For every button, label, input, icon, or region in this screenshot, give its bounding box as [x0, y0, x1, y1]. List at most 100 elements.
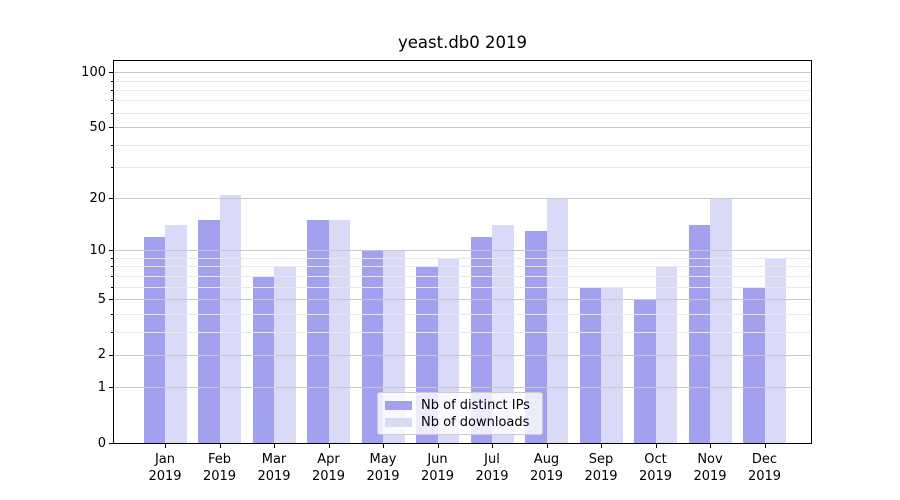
x-tick-label-line: 2019: [148, 469, 182, 484]
x-tick-label-line: Aug: [533, 452, 560, 467]
x-tick-label-line: Nov: [697, 452, 723, 467]
x-tick-label-line: 2019: [693, 469, 727, 484]
bar-ips-sep: [579, 286, 601, 443]
y-gridline-minor-9: [114, 257, 811, 259]
y-gridline-major-50: [114, 127, 811, 129]
x-tick-oct: [655, 444, 657, 448]
y-minor-tick-80: [111, 89, 113, 91]
x-tick-label-line: Dec: [751, 452, 778, 467]
x-tick-label-line: 2019: [366, 469, 400, 484]
y-gridline-major-10: [114, 250, 811, 252]
legend: Nb of distinct IPs Nb of downloads: [377, 392, 543, 435]
x-tick-label-line: May: [369, 452, 397, 467]
x-tick-dec: [764, 444, 766, 448]
x-tick-label-oct: Oct 2019: [621, 451, 691, 485]
y-minor-tick-30: [111, 167, 113, 169]
x-tick-label-line: 2019: [257, 469, 291, 484]
legend-item-distinct-ips: Nb of distinct IPs: [385, 397, 542, 414]
x-tick-label-line: 2019: [202, 469, 237, 484]
y-gridline-minor-4: [114, 313, 811, 315]
y-gridline-major-20: [114, 198, 811, 200]
y-tick-label-2: 2: [97, 347, 106, 363]
y-minor-tick-8: [111, 266, 113, 268]
bar-downloads-apr: [328, 220, 350, 443]
y-tick-label-10: 10: [89, 242, 106, 258]
bar-ips-aug: [525, 230, 547, 443]
bar-downloads-feb: [219, 194, 241, 443]
y-minor-tick-60: [111, 112, 113, 114]
x-tick-apr: [328, 444, 330, 448]
y-gridline-minor-3: [114, 331, 811, 333]
x-tick-nov: [710, 444, 711, 448]
y-minor-tick-90: [111, 80, 113, 82]
x-tick-label-jun: Jun 2019: [403, 451, 473, 485]
x-tick-may: [383, 444, 384, 448]
bar-ips-jul: [470, 236, 492, 443]
y-tick-0: [109, 443, 113, 444]
x-tick-mar: [274, 444, 275, 448]
bar-ips-oct: [634, 299, 656, 443]
legend-label-distinct-ips: Nb of distinct IPs: [421, 398, 530, 413]
x-tick-label-jul: Jul 2019: [457, 451, 527, 485]
bar-ips-nov: [688, 225, 710, 443]
x-tick-jul: [492, 444, 493, 448]
x-tick-label-mar: Mar 2019: [239, 451, 309, 485]
y-minor-tick-9: [111, 257, 113, 259]
y-minor-tick-7: [111, 275, 113, 277]
x-tick-label-feb: Feb 2019: [185, 451, 255, 485]
x-tick-label-line: 2019: [584, 469, 618, 484]
y-gridline-minor-7: [114, 275, 811, 277]
x-tick-feb: [219, 444, 221, 448]
bar-downloads-aug: [546, 198, 568, 443]
y-tick-label-1: 1: [97, 379, 106, 395]
y-tick-100: [109, 72, 113, 74]
x-tick-label-line: 2019: [420, 469, 455, 484]
y-gridline-minor-80: [114, 89, 811, 91]
y-gridline-minor-6: [114, 286, 811, 288]
y-minor-tick-40: [111, 144, 113, 146]
x-tick-jun: [437, 444, 439, 448]
x-tick-label-line: 2019: [529, 469, 564, 484]
y-tick-label-100: 100: [81, 64, 106, 80]
y-tick-label-5: 5: [97, 291, 106, 307]
x-tick-sep: [601, 444, 602, 448]
y-gridline-major-100: [114, 72, 811, 74]
plot-area: [113, 60, 812, 444]
x-tick-label-line: Oct: [644, 452, 667, 467]
bar-ips-apr: [307, 220, 329, 443]
x-tick-label-may: May 2019: [348, 451, 418, 485]
x-tick-label-line: 2019: [475, 469, 509, 484]
bar-downloads-jan: [165, 225, 187, 443]
y-tick-label-0: 0: [97, 435, 106, 451]
y-gridline-minor-90: [114, 80, 811, 82]
x-tick-label-jan: Jan 2019: [130, 451, 200, 485]
legend-swatch-downloads: [385, 418, 412, 427]
y-tick-20: [109, 198, 113, 200]
x-tick-label-line: Jun: [427, 452, 448, 467]
y-minor-tick-70: [111, 100, 113, 102]
y-tick-10: [109, 250, 113, 252]
x-tick-label-line: 2019: [638, 469, 673, 484]
x-tick-label-line: Jul: [484, 452, 500, 467]
x-tick-label-line: Sep: [588, 452, 614, 467]
x-tick-label-dec: Dec 2019: [730, 451, 800, 485]
x-tick-label-sep: Sep 2019: [566, 451, 636, 485]
y-tick-label-20: 20: [89, 190, 106, 206]
bar-downloads-jul: [492, 225, 514, 443]
x-tick-label-line: Apr: [317, 452, 340, 467]
bar-ips-dec: [743, 286, 765, 443]
legend-item-downloads: Nb of downloads: [385, 414, 542, 431]
x-tick-label-aug: Aug 2019: [512, 451, 582, 485]
x-tick-label-line: Mar: [261, 452, 287, 467]
y-gridline-minor-40: [114, 144, 811, 146]
x-tick-label-line: Jan: [154, 452, 176, 467]
y-tick-label-50: 50: [89, 119, 106, 135]
y-gridline-major-5: [114, 299, 811, 300]
bar-ips-mar: [252, 275, 274, 443]
y-tick-5: [109, 299, 113, 300]
x-tick-label-apr: Apr 2019: [294, 451, 364, 485]
y-minor-tick-4: [111, 313, 113, 315]
x-tick-label-line: 2019: [311, 469, 346, 484]
y-gridline-minor-60: [114, 112, 811, 114]
